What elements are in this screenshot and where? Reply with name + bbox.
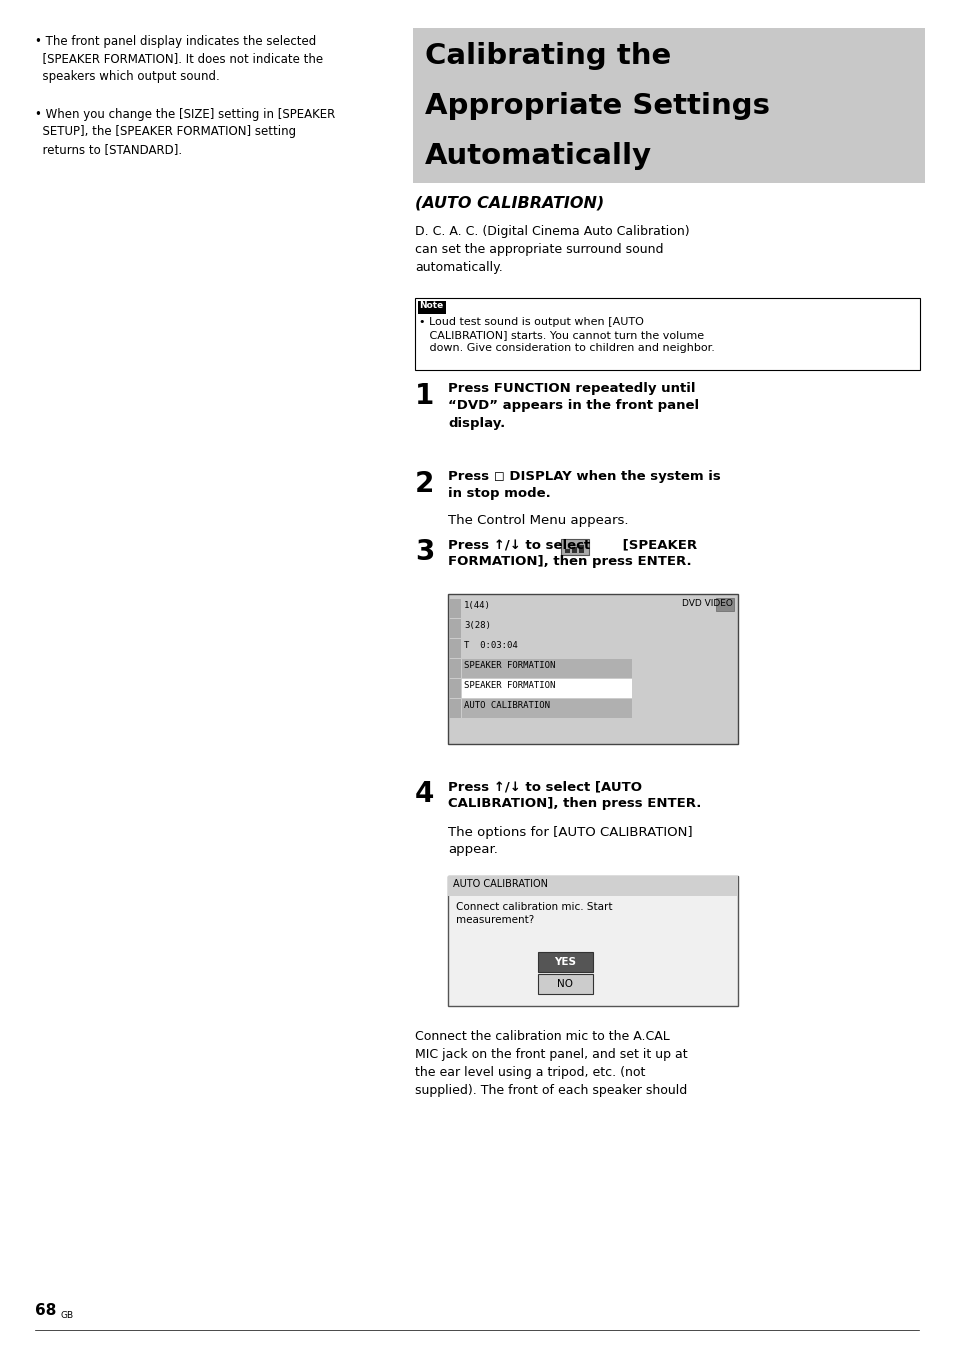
Text: Connect the calibration mic to the A.CAL
MIC jack on the front panel, and set it: Connect the calibration mic to the A.CAL… bbox=[415, 1030, 687, 1096]
Text: The options for [AUTO CALIBRATION]
appear.: The options for [AUTO CALIBRATION] appea… bbox=[448, 826, 692, 856]
Bar bbox=[415, 297, 919, 370]
Text: NO: NO bbox=[557, 979, 573, 990]
Text: The Control Menu appears.: The Control Menu appears. bbox=[448, 514, 628, 527]
Bar bbox=[449, 699, 460, 718]
Bar bbox=[560, 539, 588, 556]
Bar bbox=[564, 549, 569, 553]
Text: 1(44): 1(44) bbox=[463, 602, 491, 610]
Bar bbox=[461, 699, 631, 718]
Text: • When you change the [SIZE] setting in [SPEAKER
  SETUP], the [SPEAKER FORMATIO: • When you change the [SIZE] setting in … bbox=[35, 108, 335, 155]
Bar bbox=[448, 876, 738, 896]
Text: YES: YES bbox=[554, 957, 576, 967]
Text: Appropriate Settings: Appropriate Settings bbox=[424, 92, 769, 120]
Text: GB: GB bbox=[61, 1311, 74, 1320]
Text: • Loud test sound is output when [AUTO
   CALIBRATION] starts. You cannot turn t: • Loud test sound is output when [AUTO C… bbox=[418, 316, 714, 353]
Text: Connect calibration mic. Start
measurement?: Connect calibration mic. Start measureme… bbox=[456, 902, 612, 925]
Text: Press ↑/↓ to select [AUTO
CALIBRATION], then press ENTER.: Press ↑/↓ to select [AUTO CALIBRATION], … bbox=[448, 780, 700, 810]
Text: 3(28): 3(28) bbox=[463, 621, 491, 630]
Text: 4: 4 bbox=[415, 780, 434, 808]
Text: Press ↑/↓ to select       [SPEAKER
FORMATION], then press ENTER.: Press ↑/↓ to select [SPEAKER FORMATION],… bbox=[448, 538, 697, 568]
Text: Press ◻ DISPLAY when the system is
in stop mode.: Press ◻ DISPLAY when the system is in st… bbox=[448, 470, 720, 500]
Bar bbox=[448, 594, 738, 744]
Bar bbox=[449, 619, 460, 638]
Text: Note: Note bbox=[418, 301, 443, 310]
Text: Press FUNCTION repeatedly until
“DVD” appears in the front panel
display.: Press FUNCTION repeatedly until “DVD” ap… bbox=[448, 383, 699, 430]
Bar bbox=[449, 658, 460, 677]
Bar bbox=[449, 599, 460, 618]
Text: Calibrating the: Calibrating the bbox=[424, 42, 671, 70]
Bar bbox=[448, 876, 738, 1006]
Text: 1: 1 bbox=[415, 383, 434, 410]
Bar bbox=[572, 548, 577, 553]
Text: AUTO CALIBRATION: AUTO CALIBRATION bbox=[463, 700, 550, 710]
Text: SPEAKER FORMATION: SPEAKER FORMATION bbox=[463, 661, 555, 671]
Text: AUTO CALIBRATION: AUTO CALIBRATION bbox=[453, 879, 547, 890]
Bar bbox=[449, 679, 460, 698]
Text: Automatically: Automatically bbox=[424, 142, 652, 170]
Text: 2: 2 bbox=[415, 470, 434, 498]
Bar bbox=[417, 301, 446, 314]
Bar bbox=[461, 619, 631, 638]
Bar bbox=[716, 598, 733, 611]
Text: (AUTO CALIBRATION): (AUTO CALIBRATION) bbox=[415, 196, 603, 211]
Bar bbox=[461, 679, 631, 698]
Text: 3: 3 bbox=[415, 538, 434, 566]
Bar bbox=[449, 639, 460, 658]
Bar bbox=[461, 599, 631, 618]
Text: • The front panel display indicates the selected
  [SPEAKER FORMATION]. It does : • The front panel display indicates the … bbox=[35, 35, 323, 82]
Bar bbox=[461, 639, 631, 658]
Bar bbox=[537, 973, 593, 994]
Text: T  0:03:04: T 0:03:04 bbox=[463, 641, 517, 650]
Bar bbox=[537, 952, 593, 972]
Text: DVD VIDEO: DVD VIDEO bbox=[681, 599, 732, 608]
Bar bbox=[578, 545, 583, 553]
Text: 68: 68 bbox=[35, 1303, 56, 1318]
Text: SPEAKER FORMATION: SPEAKER FORMATION bbox=[463, 681, 555, 690]
Bar bbox=[413, 28, 924, 183]
Bar bbox=[461, 658, 631, 677]
Text: D. C. A. C. (Digital Cinema Auto Calibration)
can set the appropriate surround s: D. C. A. C. (Digital Cinema Auto Calibra… bbox=[415, 224, 689, 274]
